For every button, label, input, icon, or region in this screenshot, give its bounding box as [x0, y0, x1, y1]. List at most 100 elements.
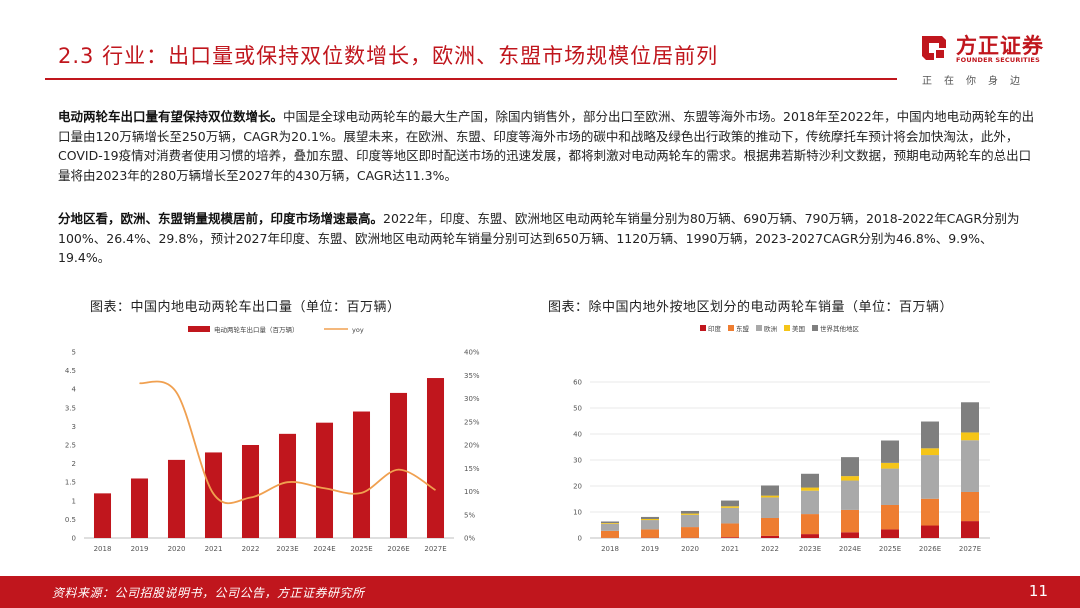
bar-segment [841, 457, 859, 477]
bar-segment [961, 491, 979, 522]
legend-swatch [812, 325, 818, 331]
x-tick-label: 2026E [387, 545, 409, 553]
bar-segment [601, 523, 619, 531]
y-tick-label: 10 [573, 509, 582, 517]
y2-tick-label: 0% [464, 535, 475, 543]
bar-segment [801, 473, 819, 488]
x-tick-label: 2018 [94, 545, 112, 553]
legend-swatch [784, 325, 790, 331]
bar-segment [841, 480, 859, 510]
y2-tick-label: 20% [464, 442, 480, 450]
x-tick-label: 2027E [959, 545, 981, 553]
y-tick-label: 2 [72, 460, 76, 468]
y-tick-label: 3.5 [65, 404, 76, 412]
y2-tick-label: 40% [464, 349, 480, 357]
bar-segment [721, 507, 739, 524]
legend-label: 东盟 [736, 324, 750, 333]
bar-segment [761, 497, 779, 518]
slide-title: 2.3 行业：出口量或保持双位数增长，欧洲、东盟市场规模位居前列 [58, 44, 719, 68]
x-tick-label: 2019 [641, 545, 659, 553]
x-tick-label: 2019 [131, 545, 149, 553]
bar-segment [801, 490, 819, 515]
legend-label-yoy: yoy [352, 326, 364, 334]
title-divider [45, 78, 897, 80]
paragraph-body: 中国是全球电动两轮车的最大生产国，除国内销售外，部分出口至欧洲、东盟等海外市场。… [58, 109, 1035, 183]
bar-segment [721, 506, 739, 508]
bar-segment [881, 504, 899, 530]
y-tick-label: 0.5 [65, 516, 76, 524]
bar-segment [921, 525, 939, 538]
legend-swatch-export [188, 326, 210, 332]
y2-tick-label: 5% [464, 511, 475, 519]
bar-segment [881, 440, 899, 463]
bar-segment [961, 432, 979, 441]
bar-segment [721, 537, 739, 538]
paragraph-lead: 分地区看，欧洲、东盟销量规模居前，印度市场增速最高。 [58, 211, 384, 226]
bar-segment [841, 532, 859, 538]
chart-title-region: 图表：除中国内地外按地区划分的电动两轮车销量（单位：百万辆） [548, 300, 954, 315]
bar-segment [841, 476, 859, 481]
bar-segment [761, 485, 779, 496]
x-tick-label: 2025E [350, 545, 372, 553]
y-tick-label: 0 [72, 535, 76, 543]
founder-logo-icon [922, 36, 946, 60]
bar-export [130, 478, 149, 538]
bar-export [352, 411, 371, 538]
bar-segment [681, 514, 699, 528]
x-tick-label: 2023E [799, 545, 821, 553]
x-tick-label: 2022 [761, 545, 779, 553]
y-tick-label: 0 [578, 535, 582, 543]
y-tick-label: 2.5 [65, 442, 76, 450]
bar-segment [801, 487, 819, 491]
bar-export [167, 459, 186, 538]
y-tick-label: 4 [72, 386, 77, 394]
x-tick-label: 2021 [721, 545, 739, 553]
slide-header: 2.3 行业：出口量或保持双位数增长，欧洲、东盟市场规模位居前列 方正证券 FO… [0, 0, 1080, 87]
export-volume-chart: 电动两轮车出口量（百万辆） yoy 0 0.5 1 1.5 2 2.5 3 3.5 4 4.5 5 0% 5… [65, 325, 480, 553]
logo-slogan: 正在你身边 [922, 76, 1032, 87]
y2-tick-label: 35% [464, 372, 480, 380]
legend-swatch [728, 325, 734, 331]
bar-export [93, 493, 112, 538]
bar-segment [961, 402, 979, 433]
legend-label: 欧洲 [764, 324, 777, 333]
regional-sales-chart: 印度 东盟 欧洲 美国 世界其他地区 0 10 20 30 40 50 60 2018 2019 2020 2… [573, 324, 990, 553]
x-tick-label: 2027E [424, 545, 446, 553]
bar-segment [641, 529, 659, 538]
y2-tick-label: 25% [464, 418, 480, 426]
y2-tick-label: 15% [464, 465, 480, 473]
bar-segment [761, 495, 779, 498]
legend-swatch [700, 325, 706, 331]
bar-segment [641, 516, 659, 520]
bar-segment [921, 421, 939, 449]
logo-text-cn: 方正证券 [956, 34, 1044, 58]
paragraph-region: 分地区看，欧洲、东盟销量规模居前，印度市场增速最高。2022年，印度、东盟、欧洲… [58, 209, 1038, 268]
slide-footer: 资料来源：公司招股说明书，公司公告，方正证券研究所 11 [0, 576, 1080, 608]
y-tick-label: 40 [573, 431, 582, 439]
bar-segment [841, 509, 859, 533]
bar-segment [761, 535, 779, 538]
y-tick-label: 60 [573, 379, 582, 387]
bar-export [278, 433, 297, 538]
line-yoy [139, 380, 436, 505]
x-tick-label: 2020 [168, 545, 186, 553]
legend-label-export: 电动两轮车出口量（百万辆） [214, 325, 299, 334]
bar-segment [881, 468, 899, 505]
y-tick-label: 1 [72, 497, 76, 505]
legend-label: 世界其他地区 [820, 324, 860, 333]
bar-segment [641, 520, 659, 530]
bar-segment [921, 455, 939, 499]
bar-segment [761, 517, 779, 536]
bar-segment [601, 523, 619, 524]
y-tick-label: 4.5 [65, 367, 76, 375]
bar-segment [681, 513, 699, 515]
x-tick-label: 2026E [919, 545, 941, 553]
y-tick-label: 20 [573, 483, 582, 491]
bar-export [426, 378, 445, 538]
y-tick-label: 50 [573, 405, 582, 413]
chart-title-export: 图表：中国内地电动两轮车出口量（单位：百万辆） [90, 300, 401, 315]
bar-segment [801, 534, 819, 538]
legend-swatch [756, 325, 762, 331]
y-tick-label: 3 [72, 423, 76, 431]
x-tick-label: 2020 [681, 545, 699, 553]
